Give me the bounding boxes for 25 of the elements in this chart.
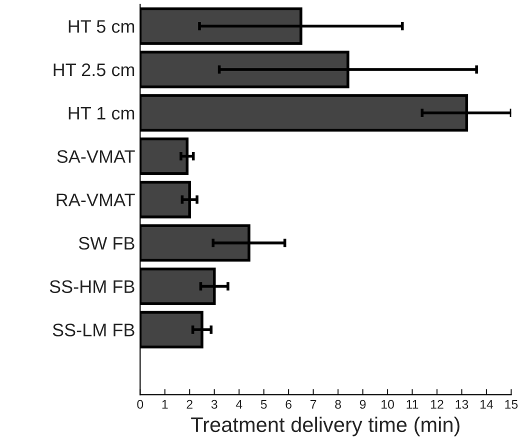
y-tick-label: HT 2.5 cm — [54, 63, 134, 76]
x-tick-label: 2 — [186, 400, 192, 409]
x-tick-label: 10 — [382, 400, 394, 409]
x-tick-label: 12 — [431, 400, 444, 409]
x-tick-label: 8 — [335, 400, 341, 409]
x-tick-label: 0 — [137, 400, 144, 409]
y-tick-label: SW FB — [78, 236, 134, 250]
x-tick-label: 9 — [360, 400, 366, 409]
y-tick-label: SS-LM FB — [52, 324, 134, 336]
x-tick-label: 7 — [310, 400, 316, 409]
x-tick-label: 11 — [406, 400, 418, 409]
x-tick-label: 1 — [162, 400, 168, 409]
y-tick-label: SS-HM FB — [50, 280, 134, 294]
x-tick-label: 14 — [480, 400, 494, 409]
y-tick-label: HT 5 cm — [68, 20, 134, 33]
y-tick-label: RA-VMAT — [56, 194, 135, 206]
x-tick-label: 15 — [505, 400, 518, 409]
x-axis-title: Treatment delivery time (min) — [191, 416, 460, 436]
x-tick-label: 4 — [236, 400, 242, 409]
y-tick-label: SA-VMAT — [57, 150, 135, 163]
y-tick-label: HT 1 cm — [68, 106, 134, 120]
x-tick-label: 5 — [260, 400, 267, 409]
x-tick-label: 6 — [286, 400, 292, 409]
x-tick-label: 13 — [456, 400, 468, 409]
x-tick-label: 3 — [211, 400, 218, 409]
